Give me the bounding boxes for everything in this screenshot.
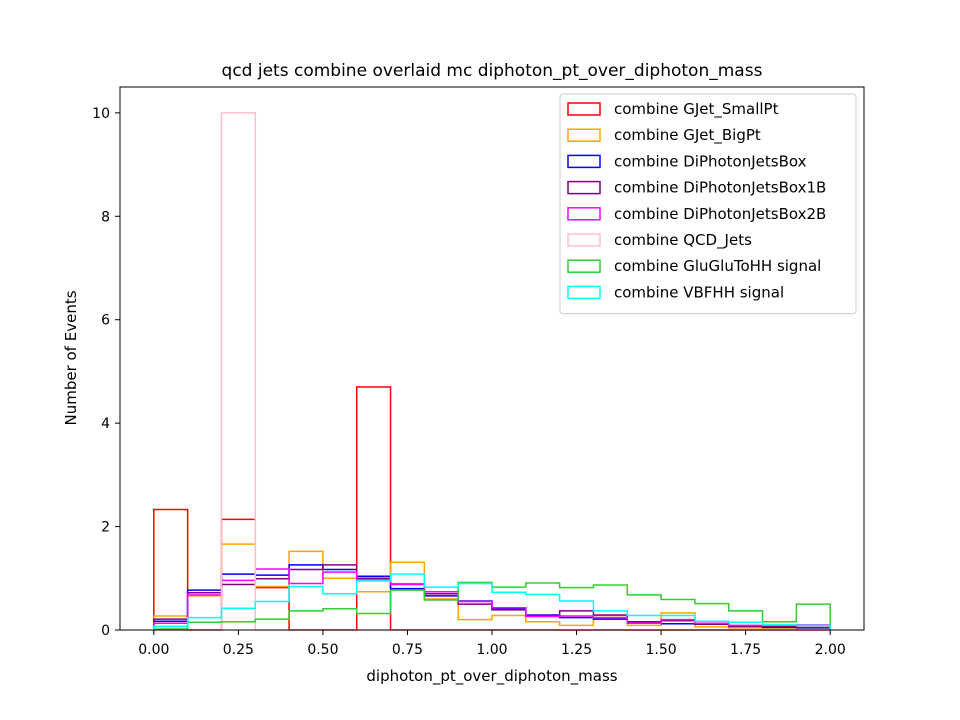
x-axis-ticks: 0.00 0.25 0.50 0.75 1.00 1.25 1.50 1.75 2.00 [138, 630, 846, 658]
legend-swatch [567, 259, 601, 273]
series-8-step [153, 573, 831, 630]
y-tick-label: 2 [101, 520, 110, 536]
x-tick-label: 1.25 [561, 642, 592, 658]
chart-title: qcd jets combine overlaid mc diphoton_pt… [222, 61, 763, 81]
x-tick-label: 1.50 [646, 642, 677, 658]
x-axis-label: diphoton_pt_over_diphoton_mass [366, 667, 617, 686]
y-tick-label: 0 [101, 623, 110, 639]
x-tick-label: 2.00 [815, 642, 846, 658]
legend-label: combine VBFHH signal [614, 283, 784, 301]
legend-swatch [567, 233, 601, 247]
legend-label: combine GluGluToHH signal [614, 257, 821, 275]
y-tick-label: 4 [101, 416, 110, 432]
x-tick-label: 0.75 [392, 642, 423, 658]
legend-swatch [567, 154, 601, 169]
legend-label: combine GJet_SmallPt [614, 100, 779, 119]
legend-swatch [567, 180, 601, 195]
legend-label: combine DiPhotonJetsBox2B [614, 205, 826, 223]
x-tick-label: 0.50 [307, 642, 338, 658]
legend-swatch [567, 128, 601, 142]
x-tick-label: 1.00 [476, 642, 507, 658]
y-tick-label: 6 [101, 313, 110, 329]
y-tick-label: 8 [101, 209, 110, 225]
x-tick-label: 0.00 [138, 642, 169, 658]
y-axis-label: Number of Events [62, 290, 80, 425]
x-tick-label: 1.75 [730, 642, 761, 658]
legend-label: combine QCD_Jets [614, 231, 752, 250]
legend-swatch [567, 285, 601, 300]
legend-swatch [567, 207, 601, 221]
legend-swatch [567, 102, 601, 116]
legend-label: combine DiPhotonJetsBox [614, 152, 807, 170]
legend-label: combine GJet_BigPt [614, 126, 761, 145]
y-axis-ticks: 0 2 4 6 8 10 [92, 106, 120, 639]
y-tick-label: 10 [92, 106, 110, 122]
x-tick-label: 0.25 [223, 642, 254, 658]
legend-label: combine DiPhotonJetsBox1B [614, 179, 826, 197]
legend-frame [559, 93, 857, 315]
